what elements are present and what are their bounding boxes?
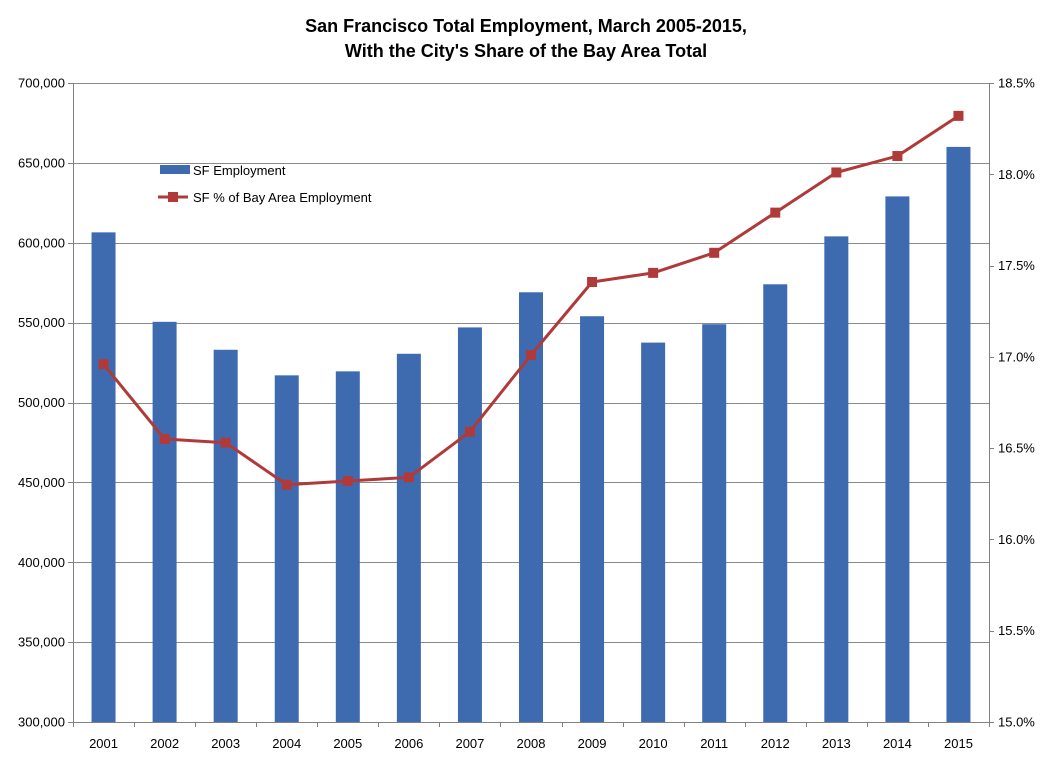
x-tick-label-2014: 2014 [883, 736, 912, 751]
x-tick-label-2003: 2003 [211, 736, 240, 751]
bar-2012 [763, 284, 788, 722]
y-right-tick-label-7: 18.5% [998, 76, 1035, 91]
x-tick-label-2010: 2010 [639, 736, 668, 751]
y-left-tick-label-2: 400,000 [18, 555, 65, 570]
legend-marker-line [168, 192, 178, 202]
legend: SF Employment SF % of Bay Area Employment [158, 163, 372, 205]
bar-2002 [152, 321, 177, 722]
bar-series [91, 146, 971, 723]
x-tick-label-2002: 2002 [150, 736, 179, 751]
x-tick-label-2012: 2012 [761, 736, 790, 751]
bar-2007 [457, 327, 482, 722]
y-right-tick-label-3: 16.5% [998, 441, 1035, 456]
x-tick-label-2011: 2011 [700, 736, 728, 751]
line-point-2006 [403, 472, 414, 483]
y-right-tick-label-2: 16.0% [998, 532, 1035, 547]
bar-2005 [335, 371, 360, 722]
bar-2013 [824, 236, 849, 723]
line-point-2013 [831, 167, 842, 178]
y-left-tick-label-5: 550,000 [18, 315, 65, 330]
y-left-tick-label-1: 350,000 [18, 635, 65, 650]
line-series [98, 110, 964, 490]
y-left-tick-label-6: 600,000 [18, 235, 65, 250]
y-right-tick-label-0: 15.0% [998, 715, 1035, 730]
bar-2004 [274, 375, 299, 722]
legend-swatch-bar [160, 165, 190, 174]
line-point-2002 [159, 434, 170, 445]
x-tick-label-2005: 2005 [333, 736, 362, 751]
chart-title-line-2: With the City's Share of the Bay Area To… [344, 41, 708, 61]
legend-label-line: SF % of Bay Area Employment [193, 190, 372, 205]
x-tick-label-2001: 2001 [89, 736, 118, 751]
x-tick-label-2007: 2007 [455, 736, 484, 751]
line-point-2015 [953, 110, 964, 121]
bar-2006 [396, 353, 421, 722]
x-tick-label-2004: 2004 [272, 736, 301, 751]
line-point-2012 [770, 207, 781, 218]
chart-title-line-1: San Francisco Total Employment, March 20… [305, 16, 747, 36]
line-point-2001 [98, 359, 109, 370]
bar-2001 [91, 232, 116, 722]
x-tick-label-2008: 2008 [517, 736, 546, 751]
y-left-tick-label-7: 650,000 [18, 155, 65, 170]
bar-2011 [702, 324, 727, 722]
line-point-2009 [587, 277, 598, 288]
bar-2003 [213, 349, 238, 722]
y-right-tick-label-5: 17.5% [998, 258, 1035, 273]
line-point-2010 [648, 267, 659, 278]
x-tick-label-2009: 2009 [578, 736, 607, 751]
line-point-2004 [281, 479, 292, 490]
y-right-tick-label-6: 18.0% [998, 167, 1035, 182]
bar-2015 [946, 146, 971, 722]
y-left-tick-label-4: 500,000 [18, 395, 65, 410]
y-left-tick-label-8: 700,000 [18, 76, 65, 91]
line-point-2007 [464, 426, 475, 437]
axes: 300,000 350,000 400,000 450,000 500,000 550,0… [18, 76, 1035, 752]
y-right-tick-label-1: 15.5% [998, 623, 1035, 638]
line-point-2011 [709, 247, 720, 258]
bar-2009 [580, 316, 605, 722]
bar-2010 [641, 342, 666, 722]
legend-label-bar: SF Employment [193, 163, 286, 178]
chart-title: San Francisco Total Employment, March 20… [0, 14, 1052, 64]
line-point-2008 [526, 350, 536, 361]
y-left-tick-label-3: 450,000 [18, 475, 65, 490]
y-right-tick-label-4: 17.0% [998, 349, 1035, 364]
x-tick-label-2013: 2013 [822, 736, 851, 751]
line-point-2003 [220, 437, 231, 448]
bar-2014 [885, 196, 910, 723]
line-point-2014 [892, 151, 903, 162]
x-tick-label-2015: 2015 [944, 736, 973, 751]
line-point-2005 [342, 476, 353, 487]
y-left-tick-label-0: 300,000 [18, 715, 65, 730]
x-tick-label-2006: 2006 [394, 736, 423, 751]
